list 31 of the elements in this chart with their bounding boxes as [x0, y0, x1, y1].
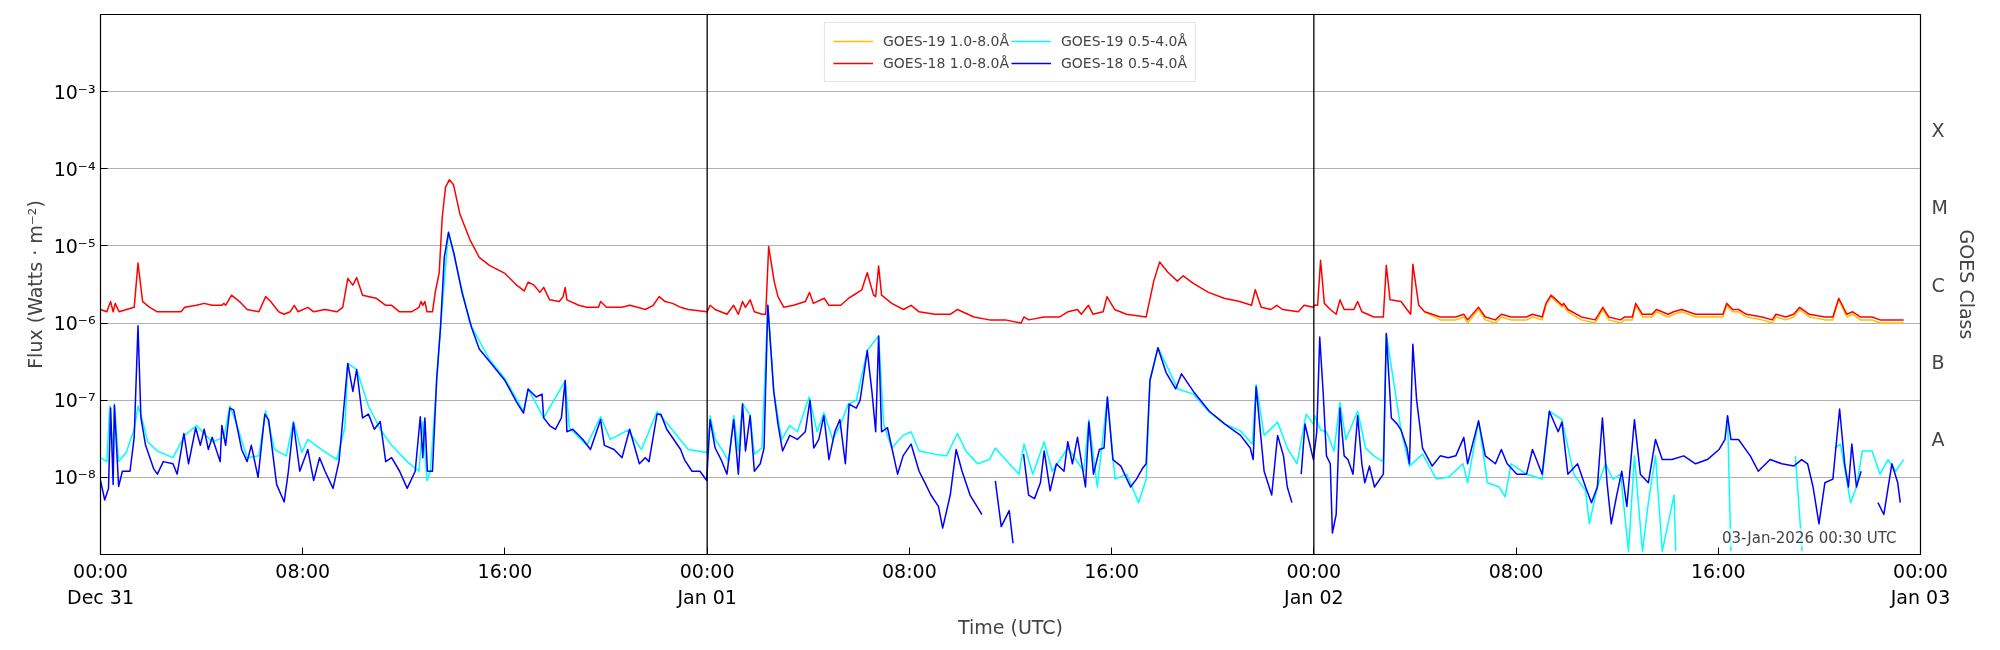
x-tick-label: 16:00 — [1690, 559, 1746, 582]
category-label: B — [1931, 350, 1945, 373]
legend-label: GOES-19 1.0-8.0Å — [882, 33, 1009, 49]
y-tick-label: 10⁻⁷ — [53, 389, 96, 412]
x-tick-label: 00:00 Jan 03 — [1889, 559, 1951, 608]
y-tick-label: 10⁻⁶ — [53, 312, 96, 335]
y2-axis-title: GOES Class — [1955, 229, 1978, 340]
category-label: C — [1931, 273, 1945, 296]
x-tick-label: 00:00 Jan 01 — [676, 559, 737, 608]
y-tick-label: 10⁻⁸ — [53, 466, 96, 489]
y-axis-title: Flux (Watts · m⁻²) — [23, 200, 46, 369]
x-tick-label: 16:00 — [1084, 559, 1139, 582]
legend-label: GOES-18 0.5-4.0Å — [1061, 55, 1188, 71]
x-tick-label: 00:00 Jan 02 — [1283, 559, 1344, 608]
x-tick-label: 08:00 — [882, 559, 937, 582]
category-label: X — [1931, 119, 1945, 142]
category-label: M — [1931, 196, 1948, 219]
y-tick-label: 10⁻³ — [53, 80, 96, 103]
legend-label: GOES-18 1.0-8.0Å — [882, 55, 1009, 71]
x-tick-label: 08:00 — [275, 559, 331, 582]
x-tick-label: 08:00 — [1488, 559, 1544, 582]
category-label: A — [1931, 427, 1945, 450]
annotation: 03-Jan-2026 00:30 UTC — [1721, 528, 1897, 547]
line-series — [1423, 295, 1905, 324]
x-tick-label: 16:00 — [477, 559, 533, 582]
y-tick-label: 10⁻⁴ — [53, 157, 96, 180]
y-tick-label: 10⁻⁵ — [53, 234, 96, 257]
legend-label: GOES-19 0.5-4.0Å — [1061, 33, 1188, 49]
line-series — [100, 179, 1905, 324]
x-tick-label: 00:00 Dec 31 — [67, 559, 134, 608]
x-axis-title: Time (UTC) — [956, 615, 1064, 638]
